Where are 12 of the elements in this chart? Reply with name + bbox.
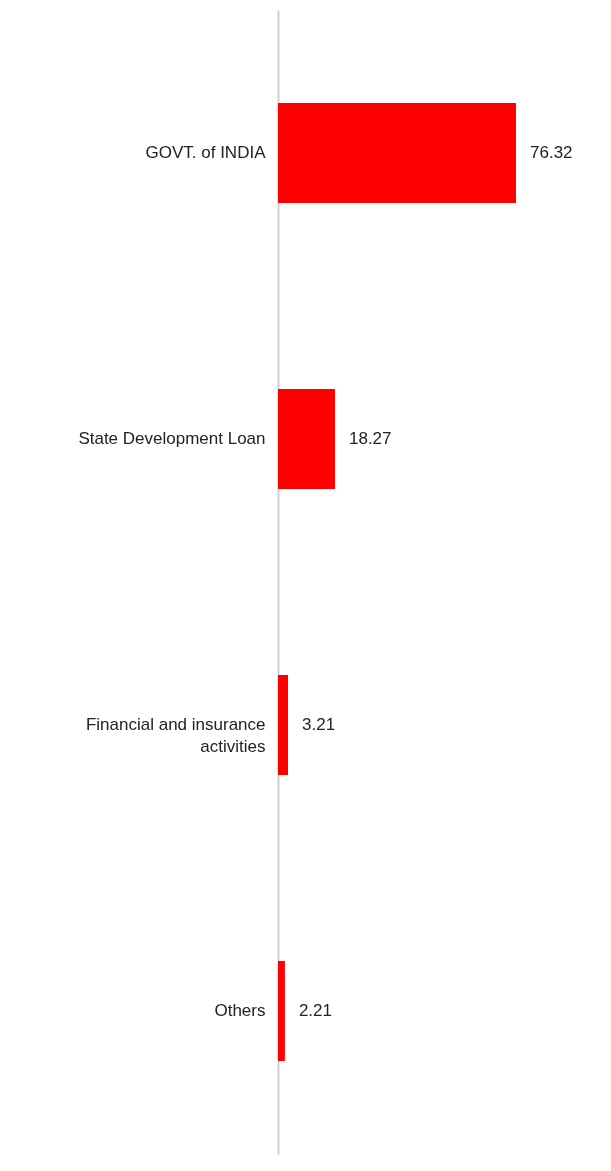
y-tick-label: GOVT. of INDIA — [145, 143, 267, 162]
bar — [278, 674, 289, 776]
bar — [278, 960, 285, 1062]
bar — [278, 388, 335, 490]
y-tick-label: State Development Loan — [78, 429, 266, 448]
data-label: 18.27 — [348, 429, 392, 448]
y-tick-label: Others — [214, 1001, 266, 1020]
data-label: 3.21 — [302, 715, 336, 734]
data-label: 76.32 — [530, 143, 573, 162]
data-label: 2.21 — [298, 1001, 332, 1020]
bar — [278, 102, 516, 204]
y-tick-label: Financial and insurance activities — [85, 715, 266, 756]
